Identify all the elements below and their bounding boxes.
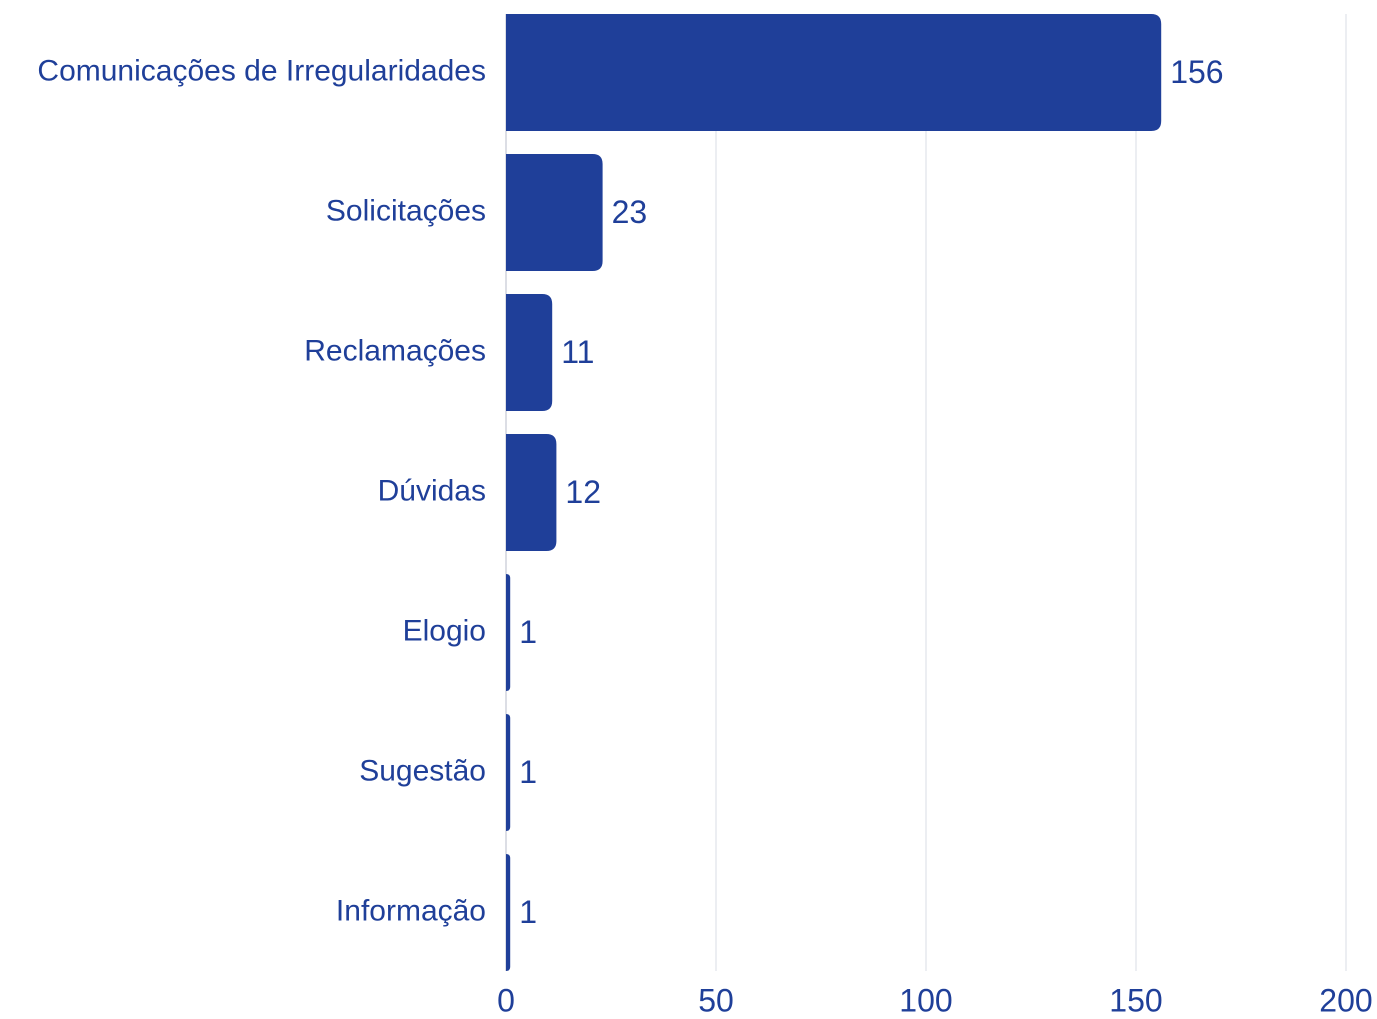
value-label: 1 bbox=[519, 894, 537, 930]
x-tick-label: 150 bbox=[1109, 982, 1162, 1018]
category-label: Sugestão bbox=[359, 754, 486, 787]
bar bbox=[506, 434, 557, 551]
category-label: Elogio bbox=[403, 614, 486, 647]
value-label: 156 bbox=[1170, 54, 1223, 90]
value-label: 23 bbox=[612, 194, 648, 230]
value-label: 1 bbox=[519, 754, 537, 790]
bar bbox=[506, 854, 511, 971]
value-label: 1 bbox=[519, 614, 537, 650]
bar bbox=[506, 574, 511, 691]
x-tick-label: 100 bbox=[899, 982, 952, 1018]
bar bbox=[506, 154, 603, 271]
x-tick-label: 200 bbox=[1319, 982, 1372, 1018]
value-label: 12 bbox=[565, 474, 601, 510]
bar bbox=[506, 14, 1162, 131]
category-label: Informação bbox=[336, 894, 486, 927]
category-label: Dúvidas bbox=[378, 474, 486, 507]
x-tick-label: 0 bbox=[497, 982, 515, 1018]
bar bbox=[506, 294, 553, 411]
bar bbox=[506, 714, 511, 831]
category-label: Comunicações de Irregularidades bbox=[37, 54, 486, 87]
category-label: Solicitações bbox=[326, 194, 486, 227]
x-tick-label: 50 bbox=[698, 982, 734, 1018]
category-label: Reclamações bbox=[304, 334, 486, 367]
value-label: 11 bbox=[561, 334, 594, 370]
